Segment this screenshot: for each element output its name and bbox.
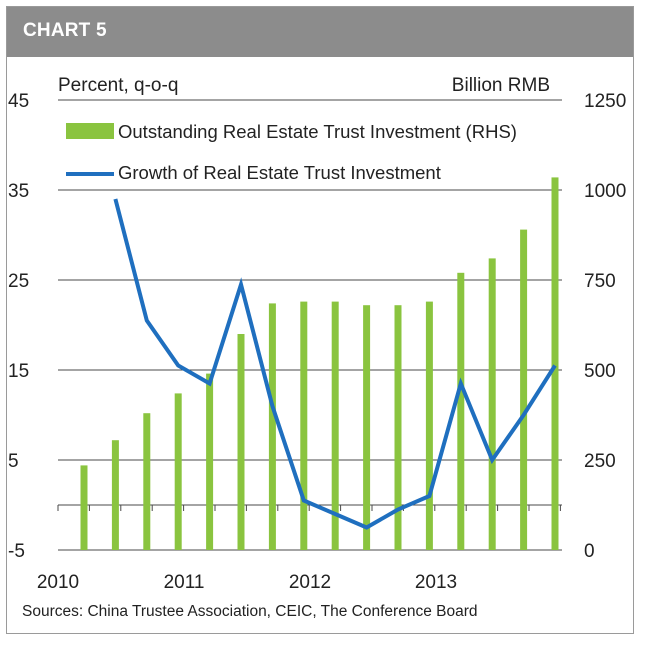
left-tick-label: 5 [8, 451, 19, 472]
bar [551, 177, 559, 550]
bar [300, 301, 308, 550]
bar [425, 301, 433, 550]
left-tick-label: 15 [8, 361, 29, 382]
chart-header: CHART 5 [7, 7, 633, 57]
right-tick-label: 1250 [584, 91, 626, 112]
left-tick-label: -5 [8, 541, 25, 562]
right-tick-label: 0 [584, 541, 595, 562]
growth-line [113, 198, 557, 530]
right-tick-label: 750 [584, 271, 616, 292]
bar [111, 440, 119, 550]
right-tick-label: 1000 [584, 181, 626, 202]
bar [488, 258, 496, 550]
left-tick-label: 25 [8, 271, 29, 292]
chart-frame: CHART 5 [6, 6, 634, 634]
bar [80, 465, 88, 550]
bar [331, 301, 339, 550]
legend-swatch-bar [66, 123, 114, 139]
x-tick-label: 2010 [37, 572, 79, 593]
right-tick-label: 500 [584, 361, 616, 382]
chart-title: CHART 5 [23, 20, 107, 41]
x-tick-label: 2012 [289, 572, 331, 593]
bar [394, 305, 402, 550]
bar [457, 272, 465, 550]
left-axis-label: Percent, q-o-q [58, 75, 178, 96]
bar [268, 303, 276, 550]
bar [206, 373, 214, 550]
bar [363, 305, 371, 550]
x-tick-label: 2011 [164, 572, 205, 593]
legend-label-line: Growth of Real Estate Trust Investment [118, 162, 441, 183]
bar [520, 229, 528, 550]
right-tick-label: 250 [584, 451, 616, 472]
bar [143, 413, 151, 550]
bar [237, 334, 245, 550]
source-note: Sources: China Trustee Association, CEIC… [22, 603, 478, 620]
x-tick-label: 2013 [415, 572, 457, 593]
left-tick-label: 35 [8, 181, 29, 202]
right-axis-label: Billion RMB [452, 75, 550, 96]
bar [174, 393, 182, 550]
legend-label-bar: Outstanding Real Estate Trust Investment… [118, 121, 517, 142]
left-tick-label: 45 [8, 91, 29, 112]
